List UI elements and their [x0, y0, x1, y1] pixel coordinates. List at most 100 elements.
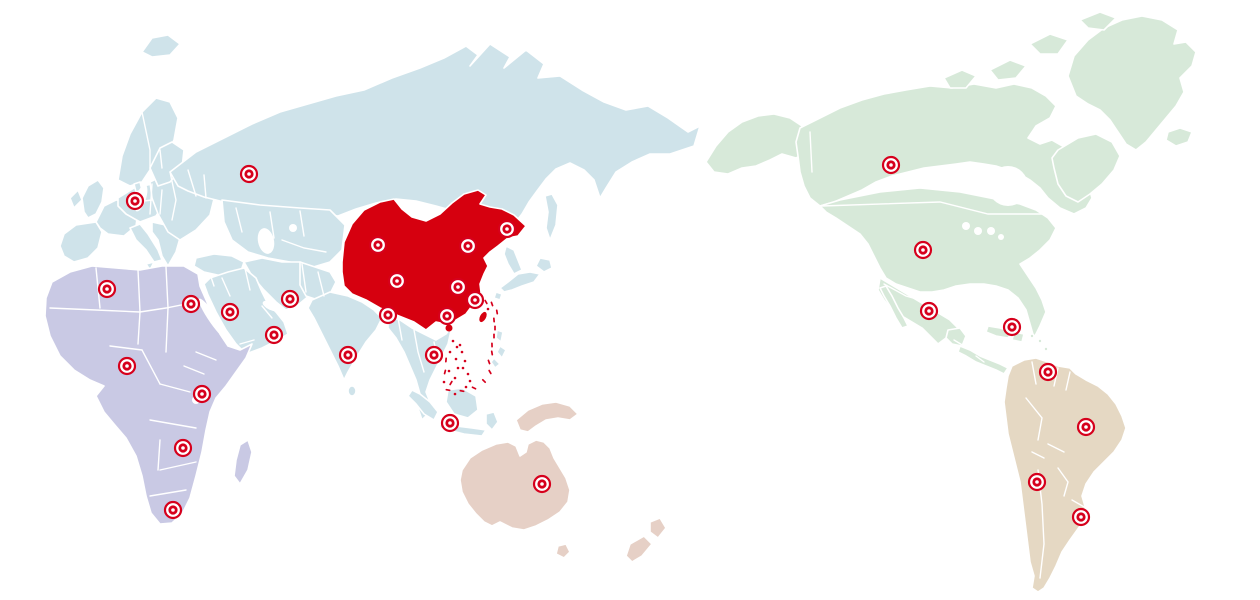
marker-pinhole	[272, 333, 276, 337]
region-arctic-island-4	[943, 69, 977, 89]
region-indochina	[387, 315, 453, 421]
location-marker-saudi-arabia[interactable]	[220, 302, 240, 322]
sea-persian-gulf	[262, 300, 280, 312]
location-markers-layer	[97, 155, 1096, 527]
lake-great-2	[974, 227, 982, 235]
marker-pinhole	[288, 297, 292, 301]
region-iberia	[59, 221, 103, 263]
location-marker-caribbean[interactable]	[1002, 317, 1022, 337]
location-marker-pakistan[interactable]	[280, 289, 300, 309]
region-sakhalin	[544, 193, 559, 241]
location-marker-china-south[interactable]	[437, 306, 457, 326]
border-line	[235, 207, 243, 233]
location-marker-canada[interactable]	[881, 155, 901, 175]
sea-dash	[494, 325, 496, 331]
location-marker-kenya[interactable]	[192, 384, 212, 404]
border-line	[281, 239, 327, 253]
sea-caspian	[257, 228, 275, 254]
location-marker-brazil[interactable]	[1076, 417, 1096, 437]
location-marker-indonesia[interactable]	[440, 413, 460, 433]
sea-dot	[486, 307, 490, 311]
border-line	[141, 349, 161, 385]
marker-pinhole	[448, 421, 452, 425]
continent-oceania	[459, 401, 667, 563]
sea-red	[198, 298, 230, 342]
border-line	[953, 339, 965, 347]
region-philippines-2	[496, 345, 507, 359]
border-line	[317, 271, 325, 297]
location-marker-china-xinjiang[interactable]	[368, 235, 388, 255]
border-line	[1047, 443, 1065, 453]
border-line	[203, 174, 207, 199]
location-marker-india[interactable]	[338, 345, 358, 365]
marker-pinhole	[921, 248, 925, 252]
sea-dot	[453, 376, 457, 380]
region-baja	[879, 285, 909, 329]
border-line	[159, 461, 197, 471]
location-marker-mexico[interactable]	[919, 301, 939, 321]
marker-pinhole	[456, 285, 460, 289]
border-line	[209, 273, 215, 287]
border-line	[1031, 451, 1045, 459]
marker-pinhole	[1035, 480, 1039, 484]
border-line	[821, 201, 1045, 215]
region-italy	[129, 223, 163, 263]
location-marker-china-southeast[interactable]	[465, 290, 485, 310]
continent-africa	[44, 265, 253, 525]
region-canada	[795, 83, 1093, 215]
location-marker-uae-oman[interactable]	[264, 325, 284, 345]
marker-pinhole	[445, 314, 449, 318]
location-marker-thailand-vietnam[interactable]	[424, 345, 444, 365]
location-marker-usa[interactable]	[913, 240, 933, 260]
region-russia	[169, 43, 701, 230]
region-arctic-island-1	[989, 59, 1027, 81]
region-philippines-3	[490, 357, 501, 369]
sea-dot	[468, 379, 472, 383]
location-marker-australia[interactable]	[532, 474, 552, 494]
border-line	[157, 439, 161, 471]
location-marker-poland[interactable]	[125, 191, 145, 211]
location-marker-china-northeast[interactable]	[497, 219, 517, 239]
border-line	[169, 171, 177, 221]
location-marker-russia[interactable]	[239, 164, 259, 184]
sea-dash	[488, 369, 492, 375]
marker-pinhole	[1084, 425, 1088, 429]
region-iceland	[1165, 127, 1193, 147]
sea-dot	[461, 366, 465, 370]
location-marker-bangladesh[interactable]	[378, 305, 398, 325]
region-nz-south	[625, 535, 653, 563]
region-labrador	[1051, 133, 1121, 203]
marker-pinhole	[505, 227, 509, 231]
region-alaska	[705, 113, 811, 175]
marker-pinhole	[346, 353, 350, 357]
continent-south-america	[1003, 357, 1127, 593]
location-marker-algeria[interactable]	[97, 279, 117, 299]
border-line	[301, 263, 307, 293]
location-marker-argentina[interactable]	[1071, 507, 1091, 527]
location-marker-chile[interactable]	[1027, 472, 1047, 492]
location-marker-china-central[interactable]	[448, 277, 468, 297]
marker-pinhole	[466, 244, 470, 248]
location-marker-south-africa[interactable]	[163, 500, 183, 520]
region-sumatra	[407, 389, 439, 421]
sea-dash	[481, 378, 487, 384]
location-marker-nigeria[interactable]	[117, 356, 137, 376]
border-line	[299, 210, 305, 237]
region-nz-north	[649, 517, 667, 539]
marker-pinhole	[247, 172, 251, 176]
location-marker-china-west[interactable]	[387, 271, 407, 291]
region-philippines-1	[495, 329, 504, 343]
location-marker-china-beijing[interactable]	[458, 236, 478, 256]
location-marker-venezuela[interactable]	[1038, 362, 1058, 382]
location-marker-zambia[interactable]	[173, 438, 193, 458]
border-line	[413, 329, 425, 373]
region-new-guinea	[515, 401, 579, 433]
region-central-america	[957, 345, 1009, 375]
sea-hudson-bay	[988, 166, 1028, 206]
sea-dash	[445, 357, 447, 363]
region-india	[307, 291, 383, 381]
location-marker-egypt[interactable]	[181, 294, 201, 314]
border-line	[1065, 371, 1071, 391]
border-line	[187, 169, 197, 197]
